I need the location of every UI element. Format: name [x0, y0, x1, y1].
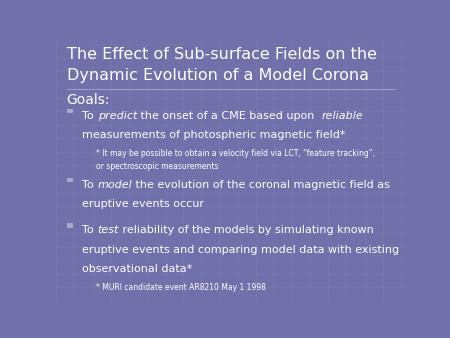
Text: observational data*: observational data*: [82, 264, 193, 274]
Text: the evolution of the coronal magnetic field as: the evolution of the coronal magnetic fi…: [132, 180, 390, 190]
Text: reliable: reliable: [321, 111, 363, 121]
Text: To: To: [82, 111, 98, 121]
Text: * MURI candidate event AR8210 May 1 1998: * MURI candidate event AR8210 May 1 1998: [96, 283, 266, 292]
Text: test: test: [98, 225, 119, 235]
Text: eruptive events occur: eruptive events occur: [82, 199, 204, 209]
Text: measurements of photospheric magnetic field*: measurements of photospheric magnetic fi…: [82, 130, 346, 140]
Text: Goals:: Goals:: [67, 93, 110, 106]
Text: eruptive events and comparing model data with existing: eruptive events and comparing model data…: [82, 245, 400, 255]
Text: the onset of a CME based upon: the onset of a CME based upon: [137, 111, 321, 121]
Text: or spectroscopic measurements: or spectroscopic measurements: [96, 162, 219, 171]
Text: model: model: [98, 180, 132, 190]
Text: * It may be possible to obtain a velocity field via LCT, “feature tracking”,: * It may be possible to obtain a velocit…: [96, 149, 375, 158]
FancyBboxPatch shape: [67, 223, 73, 228]
Text: predict: predict: [98, 111, 137, 121]
Text: To: To: [82, 225, 98, 235]
FancyBboxPatch shape: [67, 109, 73, 114]
Text: Dynamic Evolution of a Model Corona: Dynamic Evolution of a Model Corona: [67, 68, 369, 83]
Text: reliability of the models by simulating known: reliability of the models by simulating …: [119, 225, 374, 235]
Text: The Effect of Sub-surface Fields on the: The Effect of Sub-surface Fields on the: [67, 47, 377, 62]
Text: To: To: [82, 180, 98, 190]
FancyBboxPatch shape: [67, 178, 73, 183]
